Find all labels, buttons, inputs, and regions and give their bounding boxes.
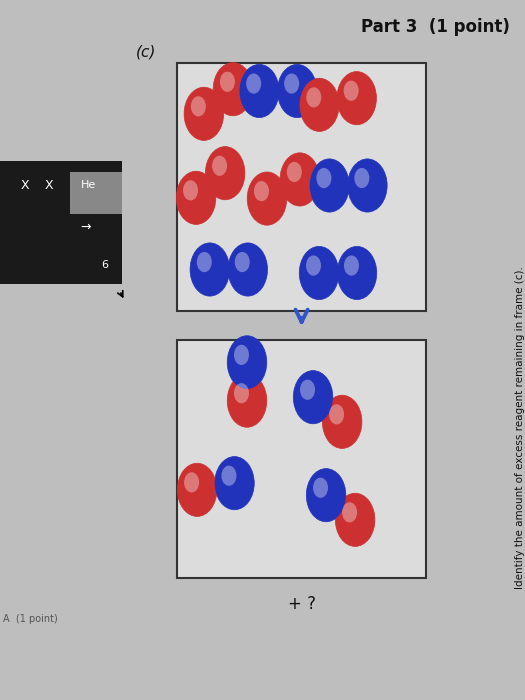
Circle shape [213, 62, 253, 116]
Text: 6: 6 [101, 260, 108, 270]
Text: Identify the amount of excess reagent remaining in frame (c).: Identify the amount of excess reagent re… [515, 266, 525, 589]
Text: Part 3  (1 point): Part 3 (1 point) [361, 18, 510, 36]
Circle shape [322, 395, 362, 449]
Circle shape [299, 246, 339, 300]
Circle shape [306, 256, 321, 276]
Circle shape [239, 64, 279, 118]
Circle shape [344, 80, 359, 101]
Text: X: X [44, 179, 53, 192]
Circle shape [184, 88, 224, 141]
Circle shape [222, 466, 236, 486]
Circle shape [176, 172, 216, 225]
Circle shape [284, 74, 299, 94]
Text: X: X [21, 179, 29, 192]
Text: He: He [81, 181, 96, 190]
Circle shape [184, 473, 199, 493]
Circle shape [342, 503, 357, 522]
Circle shape [247, 172, 287, 225]
Circle shape [227, 374, 267, 427]
Circle shape [280, 153, 320, 206]
Circle shape [300, 379, 315, 400]
Text: →: → [81, 221, 91, 234]
Circle shape [254, 181, 269, 201]
Circle shape [287, 162, 302, 182]
Circle shape [344, 256, 359, 276]
Circle shape [337, 246, 377, 300]
Circle shape [277, 64, 317, 118]
Circle shape [293, 370, 333, 424]
Circle shape [300, 78, 339, 132]
Bar [0, 161, 122, 284]
Bar [177, 340, 426, 578]
Circle shape [310, 159, 349, 212]
Text: (c): (c) [135, 45, 156, 60]
Circle shape [234, 345, 249, 365]
Circle shape [190, 243, 229, 296]
Circle shape [329, 405, 344, 424]
Circle shape [306, 88, 321, 108]
Circle shape [235, 252, 250, 272]
Circle shape [234, 383, 249, 403]
Circle shape [205, 146, 245, 199]
Circle shape [313, 477, 328, 498]
Circle shape [228, 243, 268, 296]
Circle shape [348, 159, 387, 212]
Circle shape [337, 71, 376, 125]
Circle shape [212, 155, 227, 176]
Bar [177, 63, 426, 312]
Circle shape [227, 336, 267, 389]
Circle shape [246, 74, 261, 94]
Circle shape [335, 494, 375, 547]
Circle shape [306, 468, 346, 522]
Text: + ?: + ? [288, 595, 316, 613]
Circle shape [220, 71, 235, 92]
Circle shape [215, 456, 254, 510]
Circle shape [183, 181, 198, 200]
Text: A  (1 point): A (1 point) [3, 615, 57, 624]
Circle shape [354, 168, 370, 188]
Circle shape [177, 463, 217, 517]
Bar [70, 172, 122, 214]
Circle shape [197, 252, 212, 272]
Circle shape [317, 168, 331, 188]
Circle shape [191, 97, 206, 116]
